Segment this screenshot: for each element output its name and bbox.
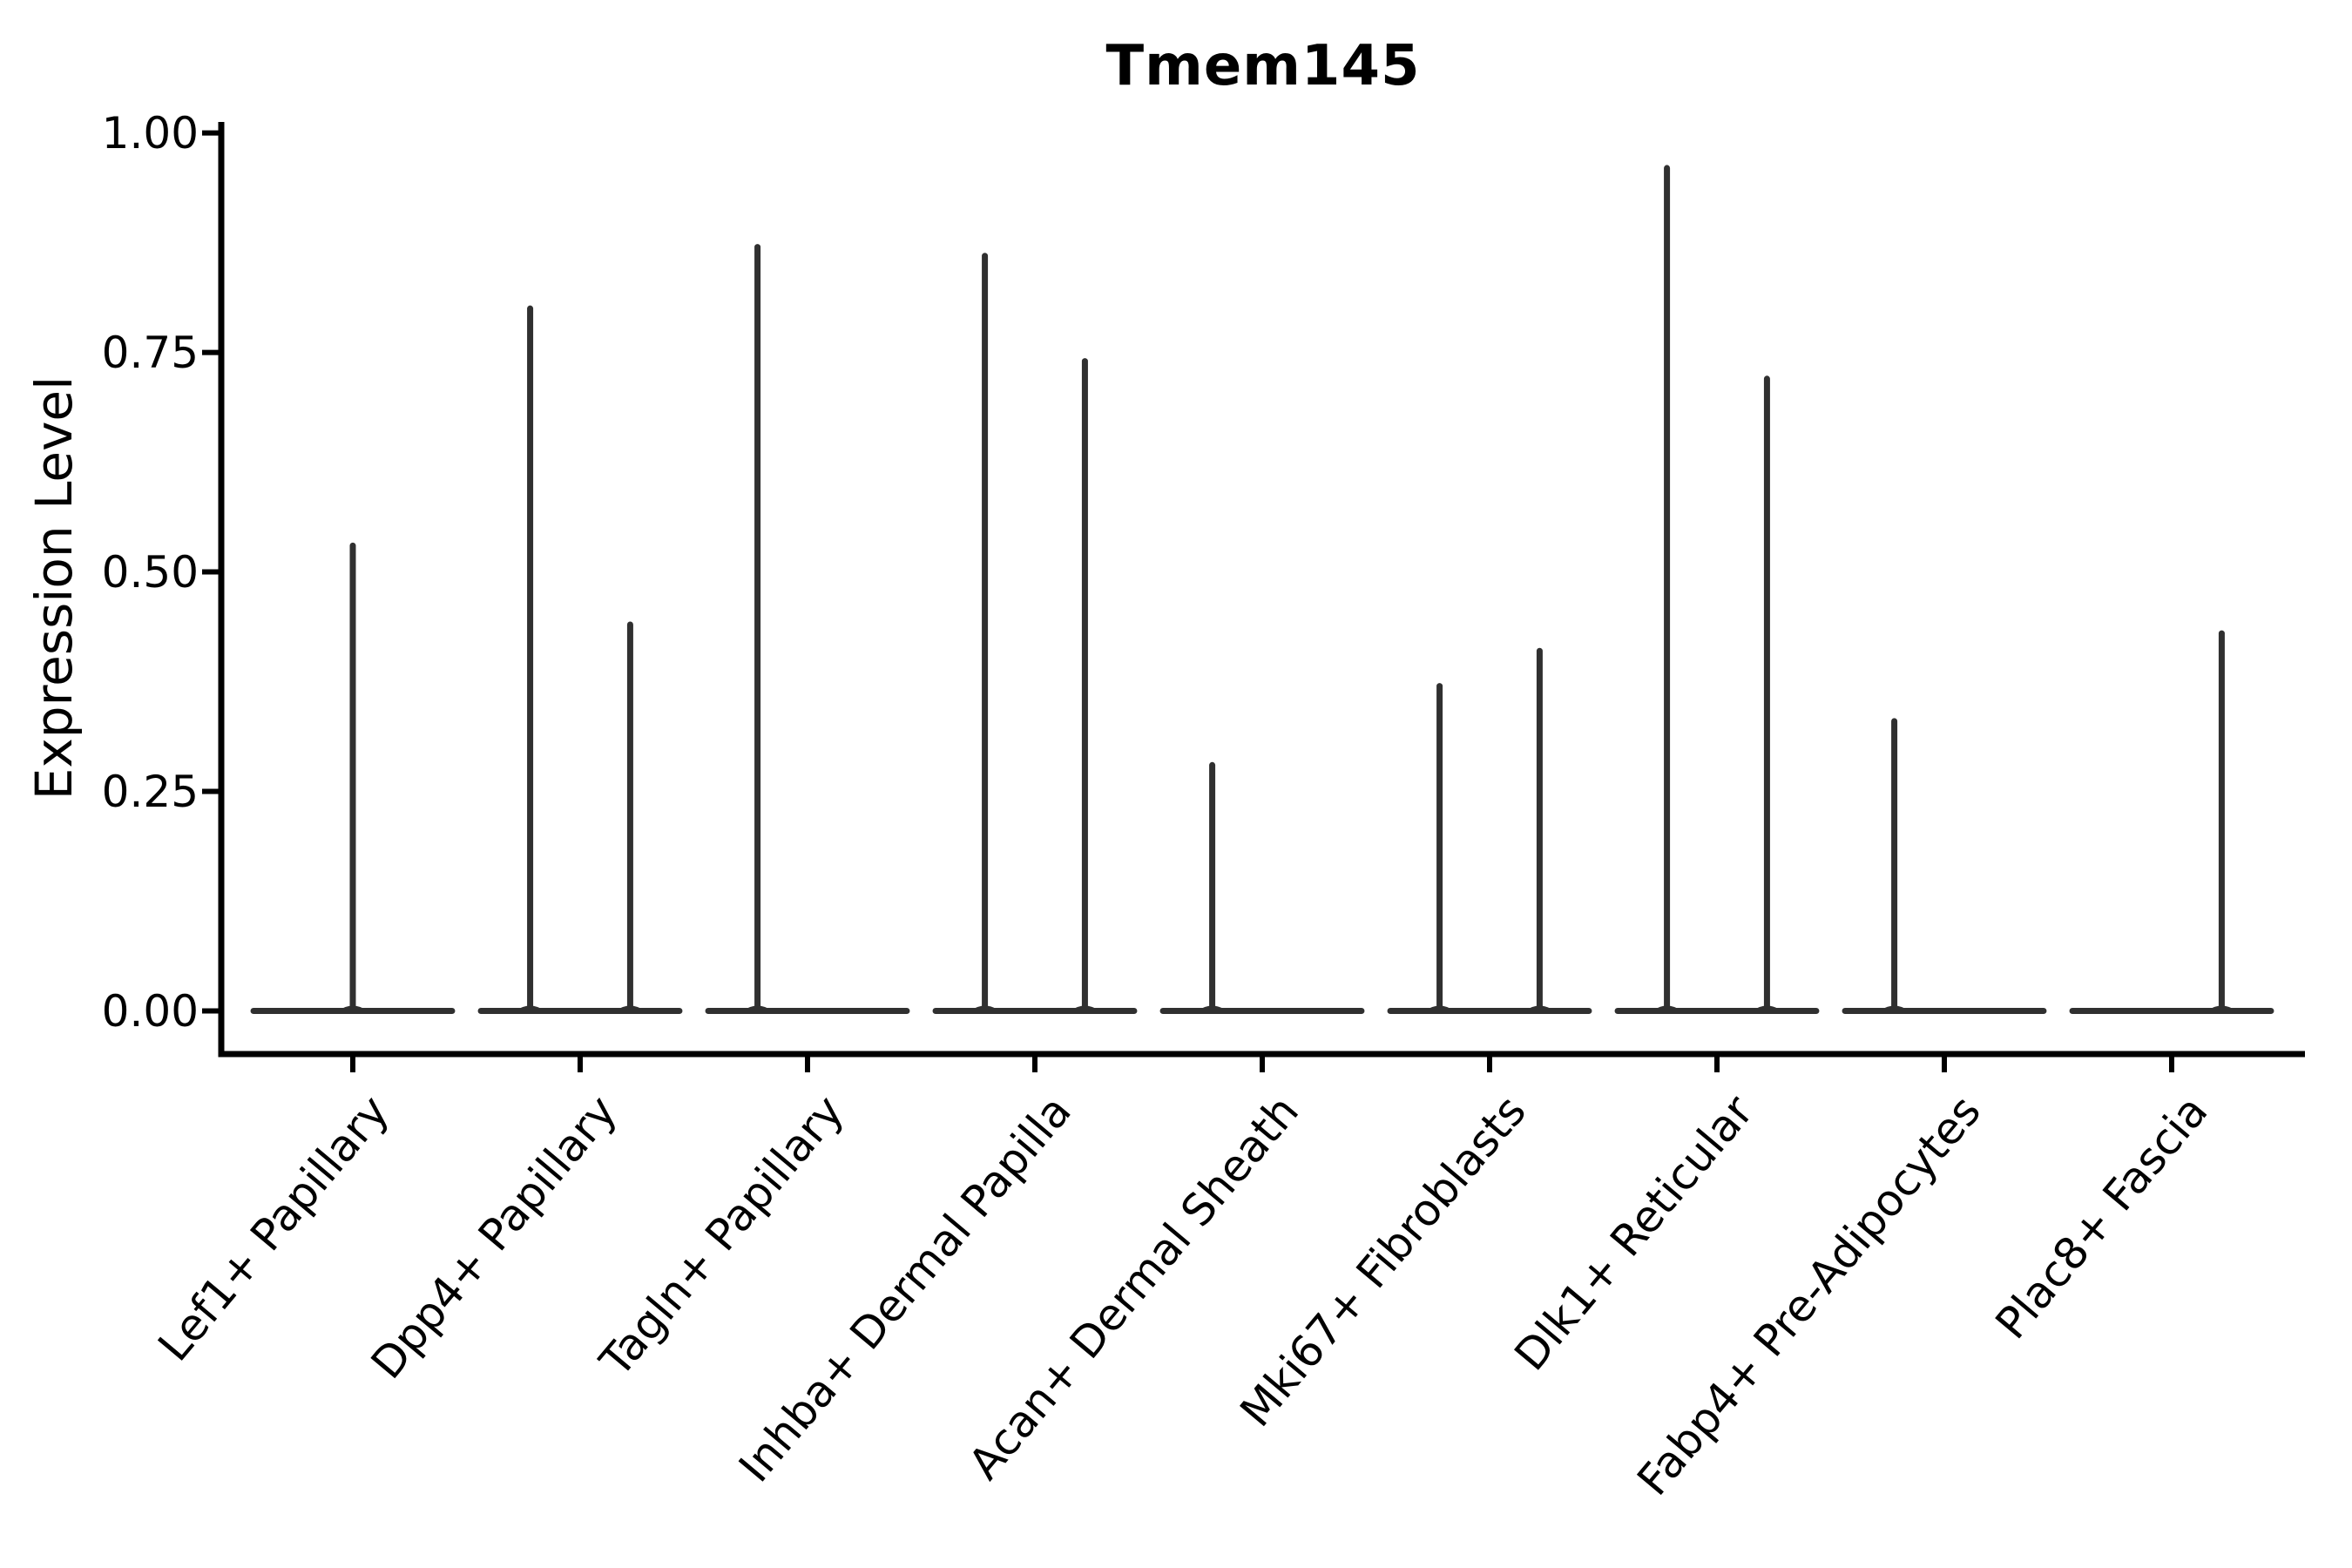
- violin-body: [705, 1008, 910, 1014]
- violin-dpp4-papillary: [477, 305, 683, 1014]
- violin-body: [1159, 1008, 1365, 1014]
- chart-title: Tmem145: [1105, 34, 1421, 98]
- violin-fabp4-pre-adipocytes: [1842, 718, 2047, 1014]
- violin-body: [1614, 1008, 1820, 1014]
- violin-body: [1842, 1008, 2047, 1014]
- violin-mki67-fibroblasts: [1387, 647, 1592, 1014]
- violin-acan-dermal-sheath: [1159, 761, 1365, 1014]
- violin-plac8-fascia: [2069, 630, 2274, 1014]
- axes-spines: [218, 122, 2305, 1058]
- violin-body: [1387, 1008, 1592, 1014]
- y-tick-label-0.50: 0.50: [101, 546, 199, 598]
- violin-body: [2069, 1008, 2274, 1014]
- violin-body: [477, 1008, 683, 1014]
- violin-lef1-papillary: [250, 542, 456, 1014]
- violin-inhba-dermal-papilla: [932, 253, 1138, 1014]
- y-tick-label-0.25: 0.25: [101, 766, 199, 817]
- y-tick-label-0.00: 0.00: [101, 985, 199, 1037]
- violin-dlk1-reticular: [1614, 165, 1820, 1014]
- y-tick-label-0.75: 0.75: [101, 327, 199, 378]
- y-tick-label-1.00: 1.00: [101, 107, 199, 159]
- violin-body: [932, 1008, 1138, 1014]
- violin-tagln-papillary: [705, 244, 910, 1014]
